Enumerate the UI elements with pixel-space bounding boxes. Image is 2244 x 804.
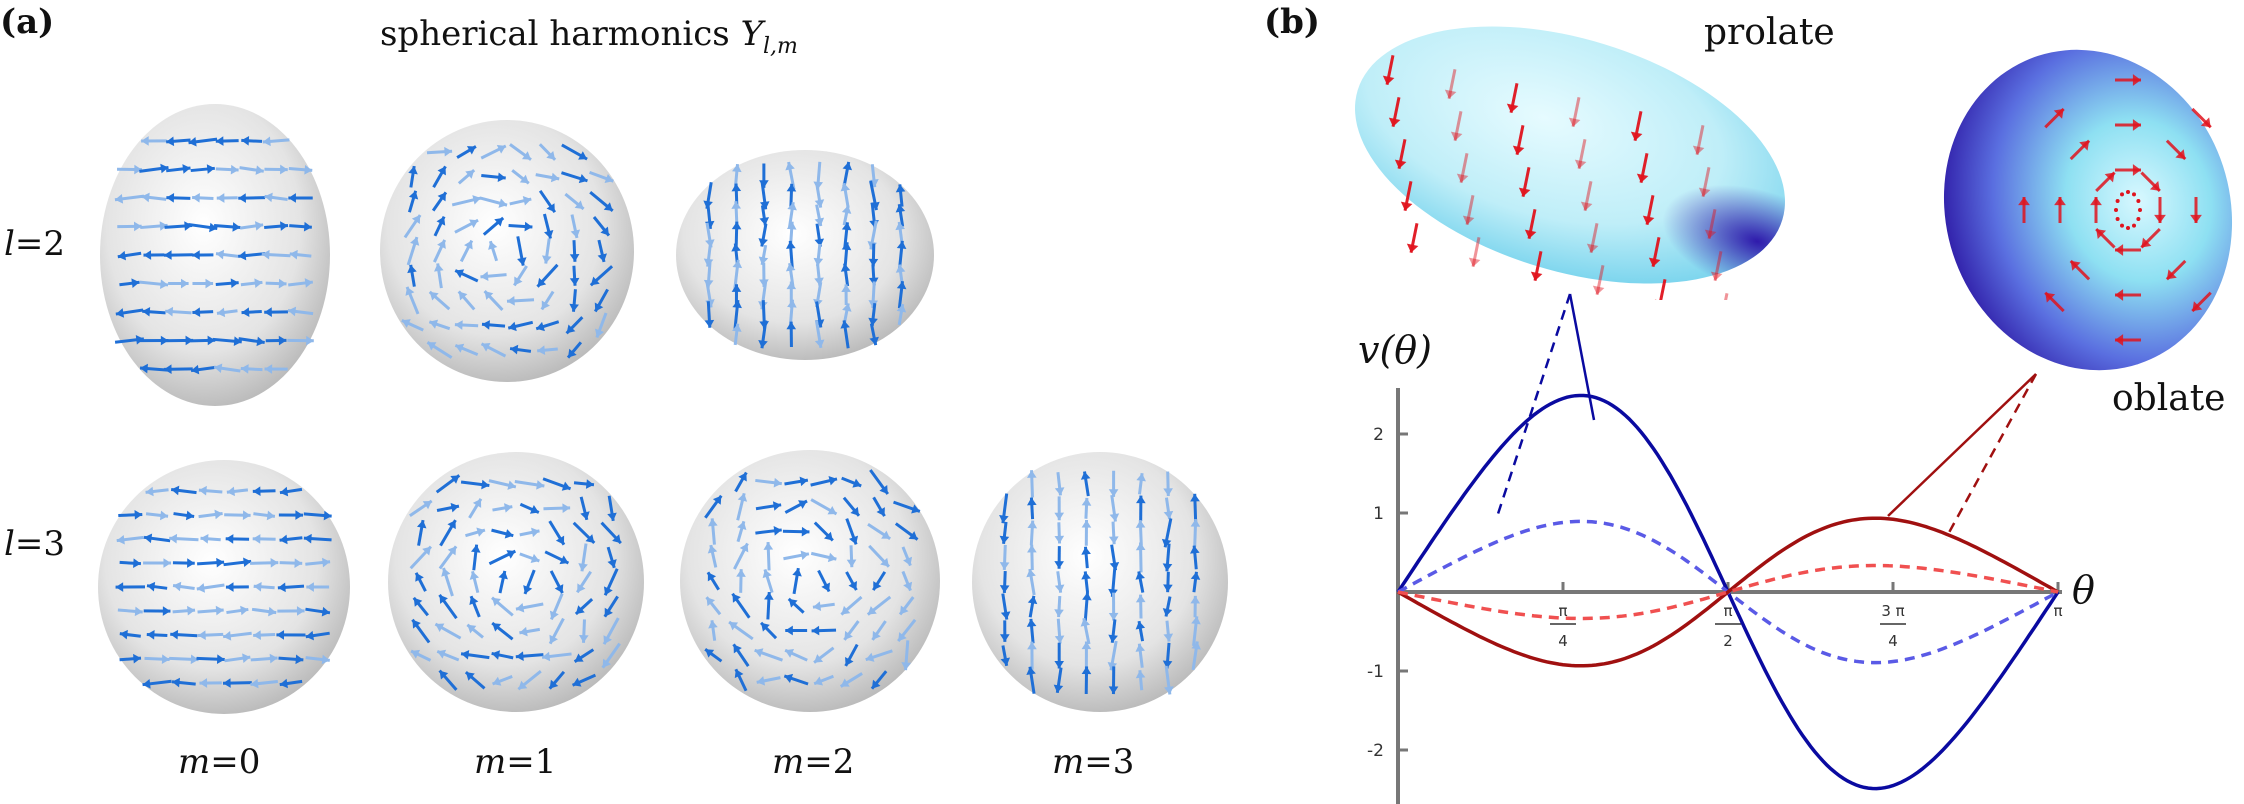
x-tick-denominator: 4 <box>1558 632 1568 650</box>
chart-xlabel: θ <box>2072 568 2095 612</box>
sphere-arrows <box>999 470 1201 695</box>
panel-b-label: (b) <box>1264 2 1320 42</box>
oblate-label: oblate <box>2112 378 2226 419</box>
x-tick-numerator: 3 π <box>1881 602 1904 620</box>
y-tick-label: 2 <box>1373 425 1384 445</box>
chart-ylabel: v(θ) <box>1358 328 1432 372</box>
prolate-label: prolate <box>1704 12 1835 53</box>
prolate-ellipsoid <box>1355 26 1785 300</box>
x-tick-numerator: π <box>2053 602 2062 620</box>
oblate-flow-arrows <box>2018 74 2212 346</box>
sphere-arrows <box>114 135 314 375</box>
row-label-l3: l=3 <box>4 524 65 564</box>
sphere-l3-m1 <box>388 452 644 712</box>
sphere-l2-m1 <box>380 120 634 382</box>
column-label-m2: m=2 <box>772 742 855 782</box>
sphere-l3-m0 <box>98 460 350 714</box>
sphere-l3-m2 <box>680 450 940 712</box>
panel-a-label: (a) <box>0 2 55 42</box>
title-text: spherical harmonics <box>380 14 741 54</box>
column-label-m0: m=0 <box>178 742 261 782</box>
row-label-l2: l=2 <box>4 224 65 264</box>
y-tick-label: -1 <box>1367 662 1384 682</box>
sphere-l3-m3 <box>972 452 1228 712</box>
sphere-arrows <box>115 485 332 689</box>
column-label-m3: m=3 <box>1052 742 1135 782</box>
series-line-2 <box>1397 516 2059 668</box>
oblate-ellipsoid <box>1943 49 2233 371</box>
sphere-arrows <box>401 143 614 359</box>
sphere-l2-m2 <box>676 150 934 360</box>
title-subscript: l,m <box>763 33 798 59</box>
y-tick-label: 1 <box>1373 504 1384 524</box>
panel-a-title: spherical harmonics Yl,m <box>380 14 798 59</box>
sphere-l2-m0 <box>100 104 330 406</box>
x-tick-denominator: 4 <box>1888 632 1898 650</box>
x-tick-numerator: π <box>1723 602 1732 620</box>
velocity-chart: 2 1 -1 -2 π 4 π 2 3 π 4 π <box>1367 388 2063 804</box>
y-tick-label: -2 <box>1367 741 1384 761</box>
x-tick-denominator: 2 <box>1723 632 1733 650</box>
prolate-flow-arrows <box>1382 55 1729 300</box>
sphere-arrows <box>704 469 921 692</box>
title-symbol: Y <box>740 14 764 54</box>
series-line-3 <box>1397 563 2059 621</box>
x-tick-numerator: π <box>1558 602 1567 620</box>
sphere-arrows <box>409 474 622 691</box>
connector-lines <box>1494 293 2038 539</box>
sphere-arrows <box>703 161 907 349</box>
column-label-m1: m=1 <box>474 742 557 782</box>
